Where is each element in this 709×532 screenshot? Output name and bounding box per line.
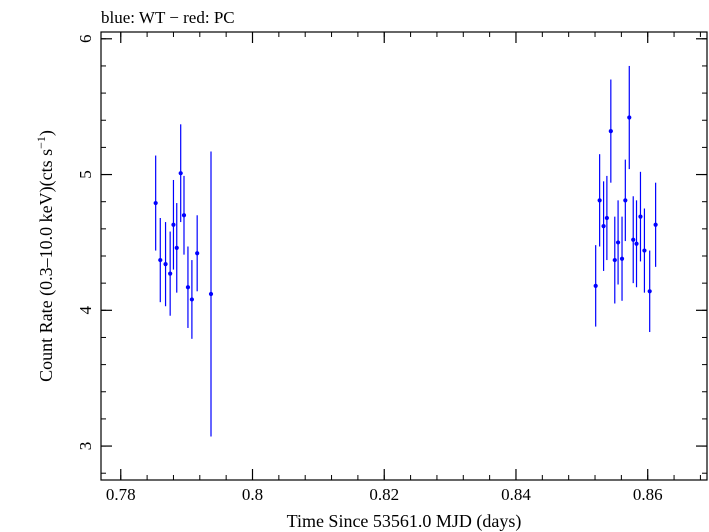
data-point (597, 198, 602, 203)
data-point (168, 271, 173, 276)
y-axis-label: Count Rate (0.3–10.0 keV)(cts s−1) (34, 130, 57, 382)
data-point (181, 213, 187, 218)
data-point (638, 214, 643, 219)
data-point (208, 291, 214, 297)
data-point (631, 237, 636, 242)
data-point (158, 257, 163, 263)
data-point (615, 240, 621, 245)
y-tick-label: 4 (76, 306, 95, 315)
data-point (642, 248, 647, 253)
x-tick-label: 0.86 (633, 485, 663, 504)
data-point (593, 283, 598, 288)
x-tick-label: 0.84 (501, 485, 531, 504)
y-tick-label: 6 (76, 35, 95, 44)
data-point (634, 241, 639, 246)
y-tick-label: 3 (76, 442, 95, 451)
data-point (163, 262, 168, 267)
data-series-wt (153, 65, 658, 437)
y-axis-label-close: ) (36, 130, 57, 136)
x-axis-label: Time Since 53561.0 MJD (days) (287, 511, 522, 532)
data-point (604, 215, 609, 221)
data-point (178, 171, 183, 176)
x-axis-ticks: 0.78 0.8 0.82 0.84 0.86 (106, 32, 701, 504)
data-point (623, 198, 628, 203)
data-point (189, 297, 194, 302)
data-point (647, 289, 652, 294)
data-point (185, 285, 191, 290)
chart-title: blue: WT − red: PC (101, 8, 235, 27)
x-tick-label: 0.8 (242, 485, 263, 504)
data-point (627, 115, 632, 120)
data-point (195, 251, 200, 256)
y-axis-label-superscript: −1 (34, 136, 48, 149)
data-point (174, 245, 179, 250)
plot-frame (100, 31, 708, 481)
y-axis-ticks: 3 4 5 6 (76, 35, 707, 474)
data-point (601, 224, 606, 229)
data-point (153, 200, 158, 206)
data-point (653, 222, 658, 227)
y-axis-label-main: Count Rate (0.3–10.0 keV)(cts s (36, 149, 57, 382)
data-point (612, 257, 617, 263)
data-point (171, 222, 176, 227)
data-point (608, 129, 613, 134)
y-tick-label: 5 (76, 170, 95, 179)
data-point (619, 256, 625, 261)
x-tick-label: 0.82 (369, 485, 399, 504)
x-tick-label: 0.78 (106, 485, 136, 504)
